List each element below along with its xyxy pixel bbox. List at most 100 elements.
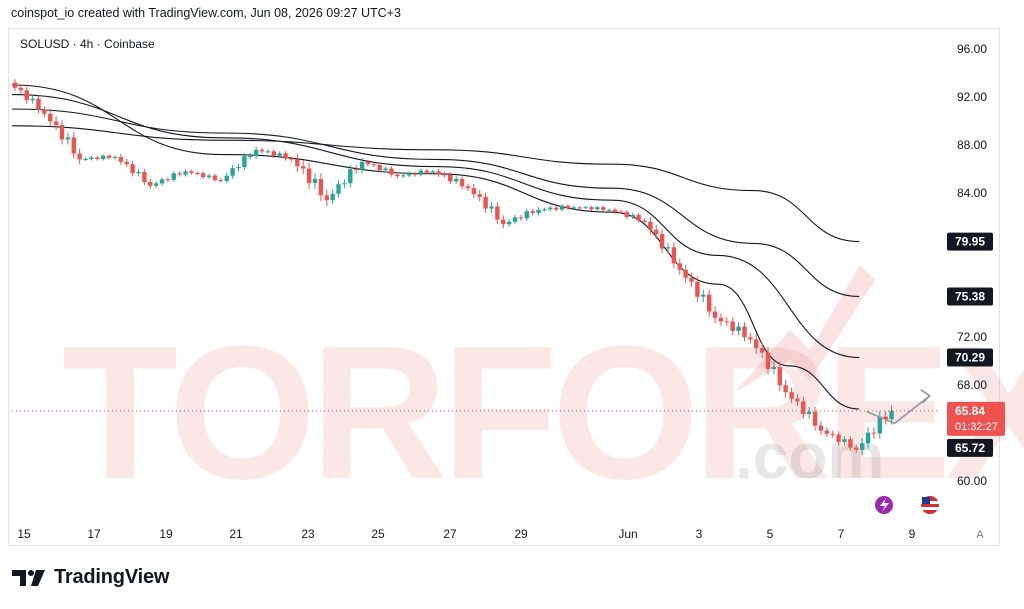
x-tick-label: 9	[909, 527, 916, 541]
candle-body	[77, 153, 82, 160]
candle-body	[754, 339, 759, 349]
candle-body	[330, 193, 335, 201]
candle-body	[748, 337, 753, 340]
moving-average-line	[11, 84, 860, 410]
candle-body	[536, 209, 541, 214]
candle-body	[324, 195, 329, 201]
candle-body	[712, 311, 718, 318]
candle-body	[618, 211, 624, 213]
fast-ma-tag: 65.72	[955, 441, 985, 455]
candles	[12, 79, 894, 455]
candle-body	[142, 171, 147, 183]
y-axis: 96.00 92.00 88.00 84.00 72.00 68.00 60.00	[957, 42, 987, 488]
header-caption: coinspot_io created with TradingView.com…	[11, 6, 401, 20]
candle-body	[859, 443, 865, 450]
x-tick-label: 7	[838, 527, 845, 541]
candle-body	[236, 167, 241, 169]
candle-body	[665, 247, 671, 249]
candle-body	[36, 98, 41, 110]
candle-body	[783, 385, 788, 393]
candle-body	[524, 211, 529, 219]
candle-body	[730, 321, 735, 331]
candle-body	[830, 433, 835, 435]
chart-frame	[8, 28, 1000, 546]
candle-body	[671, 247, 677, 264]
candle-body	[71, 137, 76, 154]
fast-ma-tag-box	[947, 438, 993, 457]
candle-body	[677, 263, 682, 270]
candle-body	[812, 411, 818, 426]
x-axis: 15 17 19 21 23 25 27 29 Jun 3 5 7 9 A	[17, 527, 984, 541]
candle-body	[701, 294, 706, 297]
candle-body	[212, 175, 218, 180]
chart-decor	[12, 389, 940, 514]
candle-body	[342, 183, 347, 185]
x-tick-label: 5	[767, 527, 774, 541]
candle-body	[718, 317, 724, 322]
candle-body	[648, 221, 653, 230]
candle-body	[24, 90, 29, 101]
candle-body	[136, 171, 141, 174]
candle-body	[106, 155, 112, 158]
candle-body	[577, 207, 582, 209]
candle-body	[401, 175, 406, 177]
candle-body	[118, 157, 124, 162]
candle-body	[271, 151, 277, 156]
candle-body	[153, 183, 159, 186]
candle-body	[883, 416, 888, 420]
candle-body	[206, 175, 212, 178]
candle-body	[159, 179, 165, 184]
candle-body	[48, 113, 53, 122]
candle-body	[489, 206, 494, 209]
candle-body	[418, 170, 424, 175]
projection-arrow	[865, 395, 931, 425]
candle-body	[706, 294, 712, 312]
candle-body	[871, 432, 877, 434]
x-tick-label: 25	[371, 527, 385, 541]
candle-body	[624, 212, 630, 217]
y-tick-label: 72.00	[957, 330, 987, 344]
candle-body	[612, 209, 618, 212]
candle-body	[248, 156, 253, 158]
candle-body	[218, 179, 224, 181]
candle-body	[242, 156, 247, 168]
ma-price-tag: 79.95	[955, 235, 985, 249]
candle-body	[201, 173, 206, 178]
y-tick-label: 96.00	[957, 42, 987, 56]
candle-body	[53, 121, 59, 126]
x-tick-label: 3	[696, 527, 703, 541]
price-tags: 79.95 75.38 70.29 65.84 01:32:27 65.72	[947, 232, 1005, 457]
candle-body	[112, 157, 118, 158]
candle-body	[130, 164, 135, 174]
candle-body	[195, 173, 200, 174]
y-tick-label: 60.00	[957, 474, 987, 488]
candle-body	[18, 87, 24, 91]
candle-body	[854, 447, 859, 450]
y-tick-label: 92.00	[957, 90, 987, 104]
candle-body	[100, 155, 106, 160]
candle-body	[30, 98, 35, 101]
candle-body	[589, 207, 594, 210]
candle-body	[171, 173, 176, 180]
candle-body	[554, 207, 559, 210]
candle-body	[865, 432, 871, 444]
candle-body	[471, 188, 477, 195]
projection-arrow-head	[920, 389, 932, 404]
candle-body	[283, 153, 288, 159]
candle-body	[495, 206, 500, 220]
candle-body	[230, 168, 235, 176]
candle-body	[89, 157, 94, 159]
candle-body	[265, 151, 271, 153]
candle-body	[506, 221, 512, 225]
candle-body	[83, 159, 88, 160]
x-tick-label: 23	[301, 527, 315, 541]
candle-body	[742, 326, 747, 338]
candle-body	[724, 321, 730, 323]
brand-logo: TradingView	[12, 566, 169, 589]
candle-body	[695, 281, 700, 297]
x-tick-label: 19	[159, 527, 173, 541]
x-tick-label: Jun	[618, 527, 637, 541]
x-tick-label: 27	[443, 527, 457, 541]
candle-body	[777, 367, 782, 386]
